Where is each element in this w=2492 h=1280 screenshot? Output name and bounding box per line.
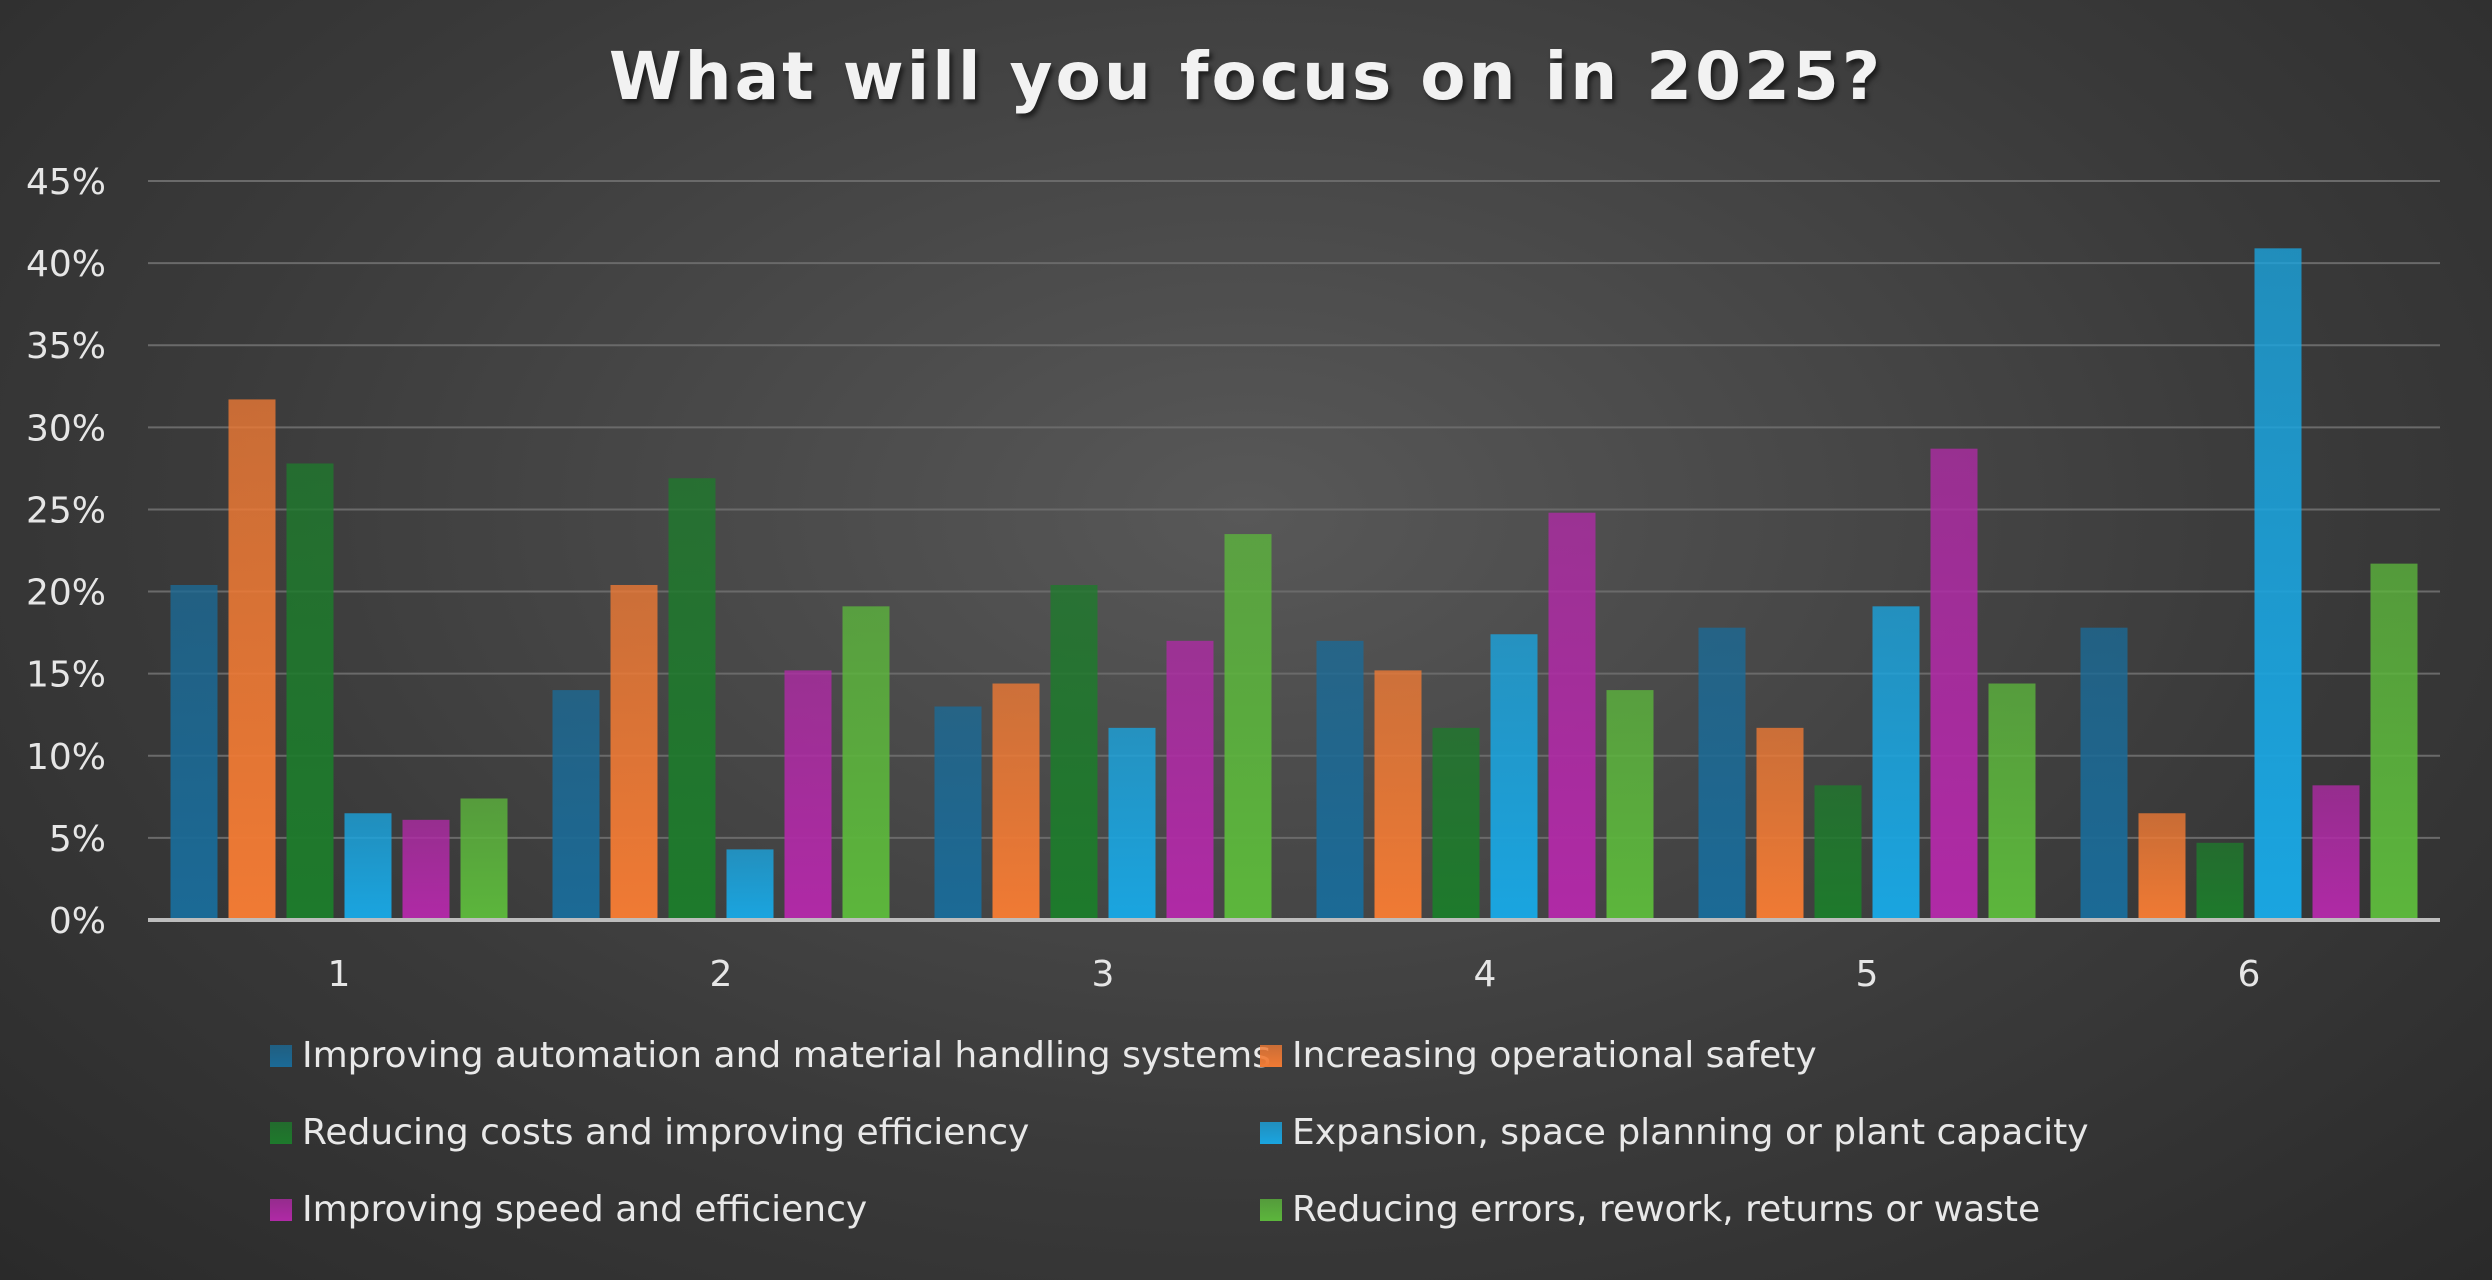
legend-swatch (1260, 1044, 1282, 1067)
bars (170, 248, 2418, 921)
y-tick-label: 25% (26, 490, 106, 531)
bar (402, 819, 450, 920)
bar (2138, 813, 2186, 920)
y-tick-label: 30% (26, 408, 106, 449)
chart-plot: 0% 5% 10% 15% 20% 25% 30% 35% 40% 45% 1 2 3 4 5 6 (26, 162, 2440, 995)
x-tick-label: 3 (1092, 954, 1115, 995)
legend-item: Increasing operational safety (1260, 1035, 1817, 1076)
bar (170, 584, 218, 920)
bar (1872, 606, 1920, 920)
y-axis-ticks: 0% 5% 10% 15% 20% 25% 30% 35% 40% 45% (26, 162, 106, 942)
bar (668, 478, 716, 920)
bar (1050, 584, 1098, 920)
legend-swatch (270, 1198, 292, 1221)
bar (610, 584, 658, 920)
gridlines (148, 180, 2440, 839)
y-tick-label: 40% (26, 244, 106, 285)
bar (1930, 448, 1978, 920)
y-tick-label: 45% (26, 162, 106, 203)
bar (2254, 248, 2302, 920)
y-tick-label: 35% (26, 326, 106, 367)
bar (1166, 640, 1214, 920)
legend-swatch (270, 1121, 292, 1144)
y-tick-label: 15% (26, 655, 106, 696)
x-tick-label: 6 (2238, 954, 2261, 995)
x-tick-label: 4 (1474, 954, 1497, 995)
bar (1548, 512, 1596, 920)
bar (2080, 627, 2128, 920)
legend-item: Reducing errors, rework, returns or wast… (1260, 1189, 2040, 1230)
bar (344, 813, 392, 920)
bar (1814, 785, 1862, 920)
y-tick-label: 5% (49, 819, 106, 860)
bar (1374, 670, 1422, 920)
bar (1224, 534, 1272, 920)
legend-label: Reducing errors, rework, returns or wast… (1292, 1189, 2041, 1230)
legend-item: Expansion, space planning or plant capac… (1260, 1112, 2089, 1153)
bar (842, 606, 890, 920)
legend-swatch (270, 1044, 292, 1067)
legend-label: Improving automation and material handli… (302, 1035, 1271, 1076)
bar (2370, 563, 2418, 920)
y-tick-label: 20% (26, 573, 106, 614)
bar (1988, 683, 2036, 920)
bar (1432, 727, 1480, 920)
bar (228, 399, 276, 921)
bar (2312, 785, 2360, 920)
bar (552, 690, 600, 920)
bar (1108, 727, 1156, 920)
bar (934, 706, 982, 920)
bar (286, 463, 334, 920)
x-tick-label: 2 (710, 954, 733, 995)
bar (1316, 640, 1364, 920)
legend-item: Reducing costs and improving efficiency (270, 1112, 1029, 1153)
bar (2196, 842, 2244, 920)
x-tick-label: 1 (328, 954, 351, 995)
legend-swatch (1260, 1198, 1282, 1221)
bar (726, 849, 774, 920)
legend-label: Improving speed and efficiency (302, 1189, 868, 1230)
y-tick-label: 0% (49, 901, 106, 942)
legend-label: Expansion, space planning or plant capac… (1292, 1112, 2089, 1153)
bar (1606, 690, 1654, 920)
bar (992, 683, 1040, 920)
bar (1490, 634, 1538, 920)
legend-label: Increasing operational safety (1292, 1035, 1817, 1076)
x-tick-label: 5 (1856, 954, 1879, 995)
bar (784, 670, 832, 920)
legend-item: Improving automation and material handli… (270, 1035, 1271, 1076)
legend-item: Improving speed and efficiency (270, 1189, 867, 1230)
legend-swatch (1260, 1121, 1282, 1144)
bar (1756, 727, 1804, 920)
y-tick-label: 10% (26, 737, 106, 778)
legend-label: Reducing costs and improving efficiency (302, 1112, 1030, 1153)
bar (1698, 627, 1746, 920)
chart-title: What will you focus on in 2025? (608, 38, 1884, 115)
bar (460, 798, 508, 920)
x-axis-ticks: 1 2 3 4 5 6 (328, 954, 2261, 995)
